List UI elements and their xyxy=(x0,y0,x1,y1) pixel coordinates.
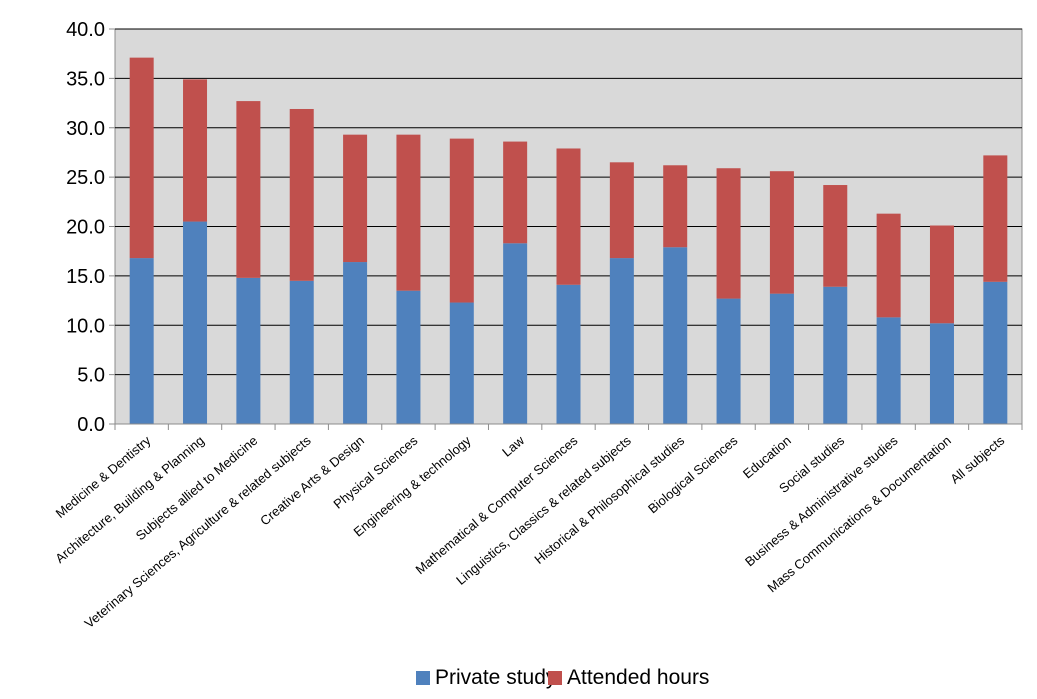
x-category-label: Education xyxy=(740,433,794,482)
bar-private-study xyxy=(663,247,688,424)
bar-attended-hours xyxy=(503,141,528,244)
legend-label: Private study xyxy=(435,666,557,689)
x-category-label: Biological Sciences xyxy=(645,432,741,516)
bar-attended-hours xyxy=(823,185,848,287)
bar-private-study xyxy=(503,243,528,424)
y-tick-label: 30.0 xyxy=(66,118,105,140)
bar-attended-hours xyxy=(769,171,794,294)
y-axis-ticks: 0.0 5.0 10.0 15.0 20.0 25.0 30.0 35.0 40.0 xyxy=(66,19,115,436)
y-tick-label: 25.0 xyxy=(66,167,105,189)
bar-private-study xyxy=(289,280,314,424)
bar-attended-hours xyxy=(449,138,474,303)
legend-swatch xyxy=(548,671,562,685)
bar-private-study xyxy=(716,298,741,424)
legend: Private study Attended hours xyxy=(416,666,709,689)
bar-private-study xyxy=(929,323,954,424)
bar-attended-hours xyxy=(716,168,741,299)
bar-attended-hours xyxy=(343,134,368,263)
bar-private-study xyxy=(876,317,901,424)
y-tick-label: 5.0 xyxy=(77,365,105,387)
x-category-label: Medicine & Dentistry xyxy=(53,432,154,520)
bar-private-study xyxy=(823,286,848,424)
bar-attended-hours xyxy=(983,155,1008,282)
y-tick-label: 10.0 xyxy=(66,315,105,337)
bar-private-study xyxy=(983,281,1008,424)
bar-attended-hours xyxy=(929,225,954,324)
bars xyxy=(129,57,1008,424)
y-tick-label: 15.0 xyxy=(66,266,105,288)
y-tick-label: 40.0 xyxy=(66,19,105,41)
bar-private-study xyxy=(556,284,581,424)
axes xyxy=(114,423,1023,430)
bar-private-study xyxy=(129,258,154,424)
y-tick-label: 20.0 xyxy=(66,217,105,239)
bar-attended-hours xyxy=(609,162,634,259)
bar-private-study xyxy=(183,221,208,424)
bar-private-study xyxy=(769,293,794,424)
bar-attended-hours xyxy=(183,79,208,222)
bar-attended-hours xyxy=(556,148,581,285)
bar-attended-hours xyxy=(876,213,901,318)
bar-private-study xyxy=(396,290,421,424)
bar-attended-hours xyxy=(396,134,421,291)
x-category-label: Creative Arts & Design xyxy=(257,433,367,529)
x-category-label: All subjects xyxy=(947,432,1007,486)
bar-private-study xyxy=(449,302,474,424)
legend-label: Attended hours xyxy=(567,666,709,689)
bar-attended-hours xyxy=(236,101,261,278)
bar-private-study xyxy=(609,258,634,424)
y-tick-label: 35.0 xyxy=(66,68,105,90)
bar-private-study xyxy=(343,262,368,424)
x-category-label: Law xyxy=(499,432,527,459)
legend-swatch xyxy=(416,671,430,685)
bar-attended-hours xyxy=(289,108,314,281)
bar-attended-hours xyxy=(129,57,154,259)
bar-private-study xyxy=(236,277,261,424)
y-tick-label: 0.0 xyxy=(77,414,105,436)
bar-attended-hours xyxy=(663,165,688,248)
